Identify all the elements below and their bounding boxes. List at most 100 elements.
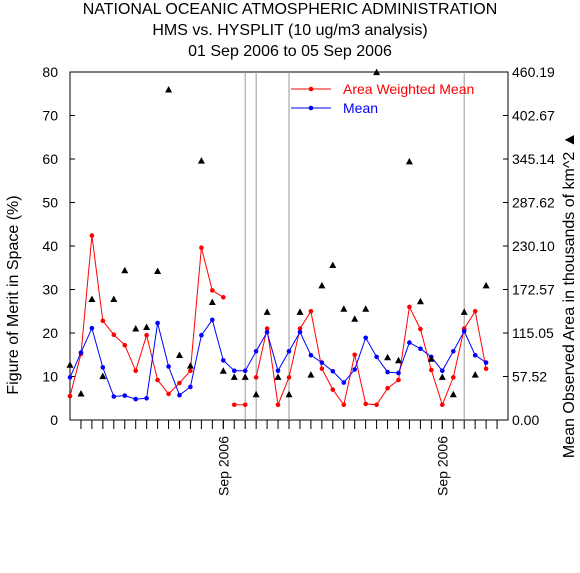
point-mean: [275, 368, 281, 374]
point-mean: [451, 349, 456, 354]
legend-marker-area-weighted-mean: [308, 86, 314, 92]
y-tick-label: 40: [42, 238, 58, 254]
point-area-weighted-mean: [319, 366, 325, 372]
point-area-weighted-mean: [385, 385, 390, 391]
point-mean: [242, 368, 248, 374]
point-mean: [352, 367, 358, 372]
point-area-weighted-mean: [232, 402, 237, 408]
observed-area-triangle: [340, 305, 348, 312]
point-area-weighted-mean: [67, 393, 73, 399]
observed-area-triangle: [318, 281, 326, 289]
observed-area-triangle: [438, 373, 446, 380]
point-mean: [100, 365, 106, 370]
legend-label-area-weighted-mean: Area Weighted Mean: [343, 81, 474, 97]
point-area-weighted-mean: [166, 391, 171, 397]
legend: Area Weighted Mean Mean: [291, 81, 474, 116]
point-area-weighted-mean: [451, 375, 456, 380]
point-area-weighted-mean: [188, 368, 193, 374]
point-area-weighted-mean: [199, 245, 204, 250]
observed-area-triangle: [252, 390, 260, 398]
point-mean: [385, 369, 390, 375]
point-area-weighted-mean: [374, 402, 379, 408]
observed-area-triangle: [154, 267, 162, 274]
y-axis-label: Figure of Merit in Space (%): [5, 195, 22, 394]
point-mean: [363, 335, 369, 341]
observed-area-triangle: [186, 362, 194, 369]
point-mean: [122, 393, 128, 398]
point-area-weighted-mean: [297, 326, 303, 331]
point-area-weighted-mean: [418, 326, 423, 332]
point-mean: [67, 375, 73, 380]
observed-area-triangle: [307, 371, 315, 378]
point-area-weighted-mean: [308, 309, 314, 314]
point-mean: [308, 352, 314, 358]
legend-marker-mean: [308, 105, 314, 111]
observed-area-triangle: [176, 351, 183, 358]
observed-area-markers: [66, 68, 490, 398]
observed-area-triangle: [416, 297, 424, 305]
observed-area-triangle: [241, 373, 249, 380]
legend-label-mean: Mean: [343, 100, 378, 116]
observed-area-triangle: [110, 295, 118, 302]
point-mean: [188, 384, 193, 390]
point-area-weighted-mean: [352, 352, 358, 358]
y2-tick-label: 402.67: [512, 108, 555, 124]
observed-area-triangle: [285, 390, 293, 398]
observed-area-triangle: [482, 281, 490, 289]
observed-area-triangle: [121, 266, 129, 274]
point-mean: [440, 368, 445, 374]
point-mean: [111, 394, 117, 399]
point-mean: [144, 396, 149, 401]
point-area-weighted-mean: [177, 380, 182, 386]
observed-area-triangle: [373, 68, 381, 76]
point-mean: [253, 349, 259, 354]
chart-title-line-3: 01 Sep 2006 to 05 Sep 2006: [188, 43, 392, 60]
series-line-mean-0: [69, 318, 487, 400]
point-area-weighted-mean: [472, 309, 478, 314]
observed-area-triangle: [351, 315, 359, 322]
y-tick-label: 50: [42, 195, 58, 211]
point-mean: [472, 352, 478, 358]
y2-tick-label: 460.19: [512, 64, 555, 80]
point-area-weighted-mean: [155, 377, 160, 383]
point-mean: [210, 317, 215, 323]
x-tick-label: Sep 2006: [434, 436, 450, 496]
observed-area-triangle: [362, 305, 370, 312]
point-area-weighted-mean: [242, 402, 248, 408]
chart-title-line-1: NATIONAL OCEANIC ATMOSPHERIC ADMINISTRAT…: [83, 1, 498, 18]
point-mean: [418, 346, 423, 352]
observed-area-triangle: [471, 371, 479, 378]
point-mean: [396, 370, 401, 376]
y2-tick-label: 57.52: [512, 369, 547, 385]
point-area-weighted-mean: [210, 288, 215, 293]
observed-area-triangle: [427, 355, 435, 362]
axes: 0 10 20 30 40 50 60 70 80 0.00 57.52 115.05 172.57 23…: [42, 64, 555, 496]
point-mean: [264, 329, 270, 335]
observed-area-triangle: [219, 367, 227, 374]
y2-tick-label: 172.57: [512, 282, 555, 298]
y-tick-label: 60: [42, 151, 58, 167]
point-mean: [319, 360, 325, 365]
observed-area-triangle: [143, 323, 151, 330]
point-mean: [374, 354, 379, 360]
point-area-weighted-mean: [133, 368, 138, 374]
point-area-weighted-mean: [264, 326, 270, 331]
y-tick-label: 10: [42, 369, 58, 385]
point-area-weighted-mean: [440, 402, 445, 408]
point-area-weighted-mean: [363, 401, 369, 407]
point-area-weighted-mean: [483, 366, 489, 372]
y-tick-label: 20: [42, 325, 58, 341]
point-mean: [166, 364, 171, 369]
point-mean: [297, 329, 303, 335]
point-mean: [78, 350, 84, 355]
point-area-weighted-mean: [407, 304, 412, 310]
observed-area-triangle: [384, 353, 392, 361]
y-tick-label: 70: [42, 108, 58, 124]
point-mean: [221, 358, 226, 363]
observed-area-triangle: [449, 390, 457, 398]
series-line-area-weighted-mean-2: [255, 305, 487, 407]
observed-area-triangle: [274, 373, 282, 380]
y-tick-label: 30: [42, 282, 58, 298]
point-mean: [177, 392, 182, 398]
